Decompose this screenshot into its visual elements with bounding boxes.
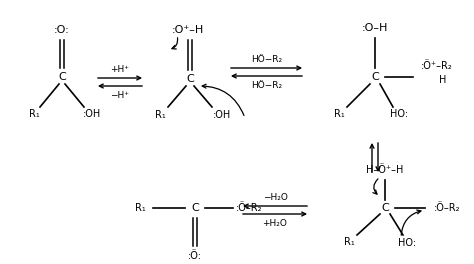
Text: :O–H: :O–H <box>362 23 388 33</box>
Text: R₁: R₁ <box>155 110 165 120</box>
Text: :Ö⁺–R₂: :Ö⁺–R₂ <box>421 61 453 71</box>
Text: C: C <box>191 203 199 213</box>
Text: :OH: :OH <box>83 109 101 119</box>
Text: :OH: :OH <box>213 110 231 120</box>
Text: R₁: R₁ <box>334 109 345 119</box>
Text: R₁: R₁ <box>28 109 39 119</box>
Text: C: C <box>371 72 379 82</box>
Text: C: C <box>58 72 66 82</box>
Text: :Ö–R₂: :Ö–R₂ <box>434 203 460 213</box>
Text: −H₂O: −H₂O <box>263 192 287 201</box>
Text: −H⁺: −H⁺ <box>110 91 129 100</box>
Text: :Ö–R₂: :Ö–R₂ <box>236 203 262 213</box>
Text: :O⁺–H: :O⁺–H <box>172 25 204 35</box>
Text: HO:: HO: <box>390 109 408 119</box>
Text: :O:: :O: <box>54 25 70 35</box>
Text: +H⁺: +H⁺ <box>110 64 129 73</box>
Text: R₁: R₁ <box>135 203 146 213</box>
Text: C: C <box>381 203 389 213</box>
Text: +H₂O: +H₂O <box>263 219 287 228</box>
Text: H: H <box>439 75 447 85</box>
Text: H–Ö⁺–H: H–Ö⁺–H <box>366 165 404 175</box>
Text: HÖ−R₂: HÖ−R₂ <box>251 54 282 64</box>
Text: HO:: HO: <box>398 238 416 248</box>
Text: R₁: R₁ <box>344 237 355 247</box>
Text: HÖ−R₂: HÖ−R₂ <box>251 81 282 89</box>
Text: C: C <box>186 74 194 84</box>
Text: :Ö:: :Ö: <box>188 251 202 261</box>
